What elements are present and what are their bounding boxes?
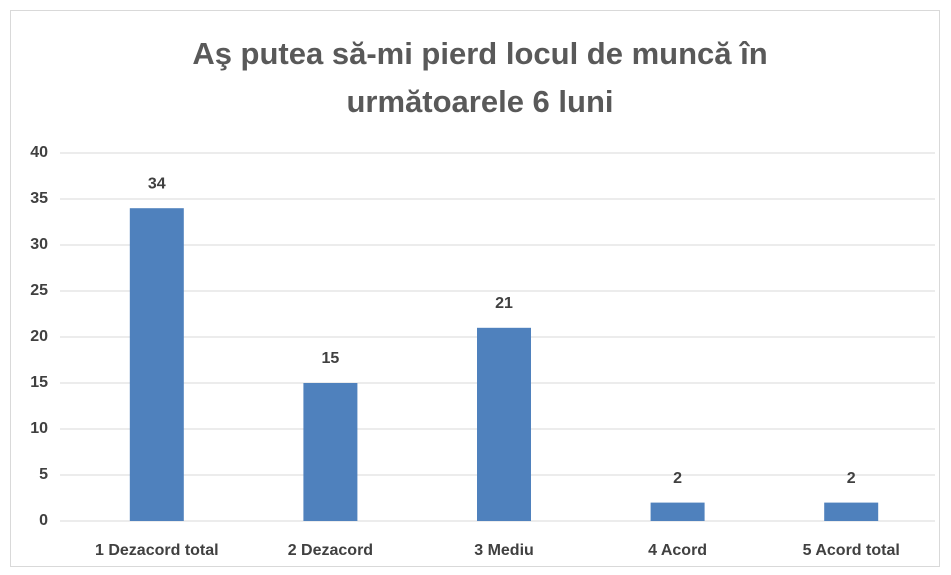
y-tick-label: 20 bbox=[30, 328, 48, 345]
y-tick-label: 5 bbox=[39, 466, 48, 483]
y-tick-label: 40 bbox=[30, 144, 48, 161]
bar bbox=[824, 502, 879, 521]
y-tick-label: 25 bbox=[30, 282, 48, 299]
x-tick-label: 5 Acord total bbox=[803, 542, 900, 559]
bar bbox=[129, 208, 184, 521]
chart-title: Aş putea să-mi pierd locul de muncă în u… bbox=[192, 36, 768, 119]
data-label: 2 bbox=[673, 470, 682, 487]
y-tick-label: 15 bbox=[30, 374, 48, 391]
x-tick-label: 4 Acord bbox=[648, 542, 707, 559]
y-tick-label: 30 bbox=[30, 236, 48, 253]
x-tick-label: 2 Dezacord bbox=[288, 542, 373, 559]
y-tick-label: 0 bbox=[39, 512, 48, 529]
bar bbox=[650, 502, 705, 521]
x-tick-label: 3 Mediu bbox=[474, 542, 534, 559]
data-label: 21 bbox=[495, 295, 513, 312]
bar bbox=[477, 327, 531, 521]
x-tick-label: 1 Dezacord total bbox=[95, 542, 219, 559]
data-label: 34 bbox=[148, 175, 166, 192]
y-tick-label: 10 bbox=[30, 420, 48, 437]
y-tick-label: 35 bbox=[30, 190, 48, 207]
bar bbox=[303, 383, 358, 521]
data-label: 15 bbox=[322, 350, 340, 367]
chart-border bbox=[10, 10, 940, 567]
data-label: 2 bbox=[847, 470, 856, 487]
